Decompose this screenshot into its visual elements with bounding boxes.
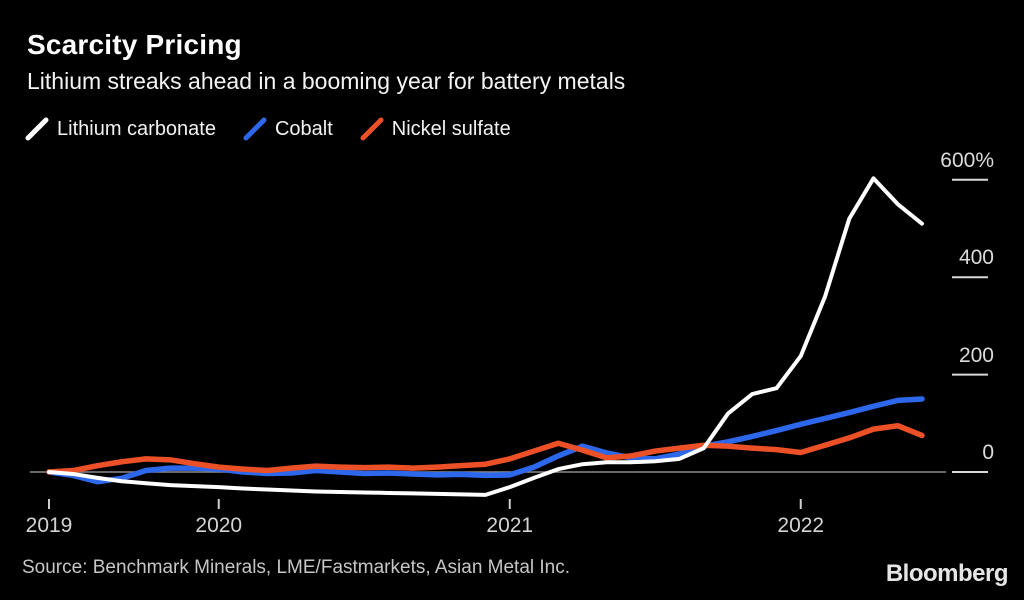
chart-title: Scarcity Pricing — [27, 29, 242, 60]
source-attribution: Source: Benchmark Minerals, LME/Fastmark… — [22, 557, 571, 578]
y-axis-label-0: 0 — [982, 441, 994, 464]
x-axis-label-2019: 2019 — [25, 514, 73, 537]
line-swatch-icon — [360, 117, 384, 141]
line-swatch-icon — [25, 117, 49, 141]
legend-label: Nickel sulfate — [391, 118, 511, 140]
series-line-nickel-sulfate — [46, 422, 925, 475]
x-axis-label-2022: 2022 — [777, 514, 825, 537]
legend-label: Cobalt — [274, 118, 333, 140]
x-axis-label-2021: 2021 — [486, 514, 534, 537]
y-axis-label-400: 400 — [958, 246, 994, 270]
bloomberg-logo: Bloomberg — [885, 560, 1009, 587]
legend-item-lithium-carbonate: Lithium carbonate — [24, 116, 216, 142]
legend-item-cobalt: Cobalt — [242, 116, 333, 142]
legend: Lithium carbonate Cobalt Nickel sulfate — [24, 116, 511, 142]
x-axis-label-2020: 2020 — [195, 514, 243, 537]
chart-subtitle: Lithium streaks ahead in a booming year … — [27, 68, 626, 94]
series-line-cobalt — [46, 396, 925, 485]
line-swatch-icon — [243, 117, 267, 141]
legend-item-nickel-sulfate: Nickel sulfate — [359, 116, 511, 142]
series-line-lithium-carbonate — [47, 176, 924, 497]
y-axis-label-200: 200 — [958, 343, 994, 367]
legend-label: Lithium carbonate — [57, 118, 216, 140]
y-axis-label-600: 600% — [940, 148, 994, 172]
